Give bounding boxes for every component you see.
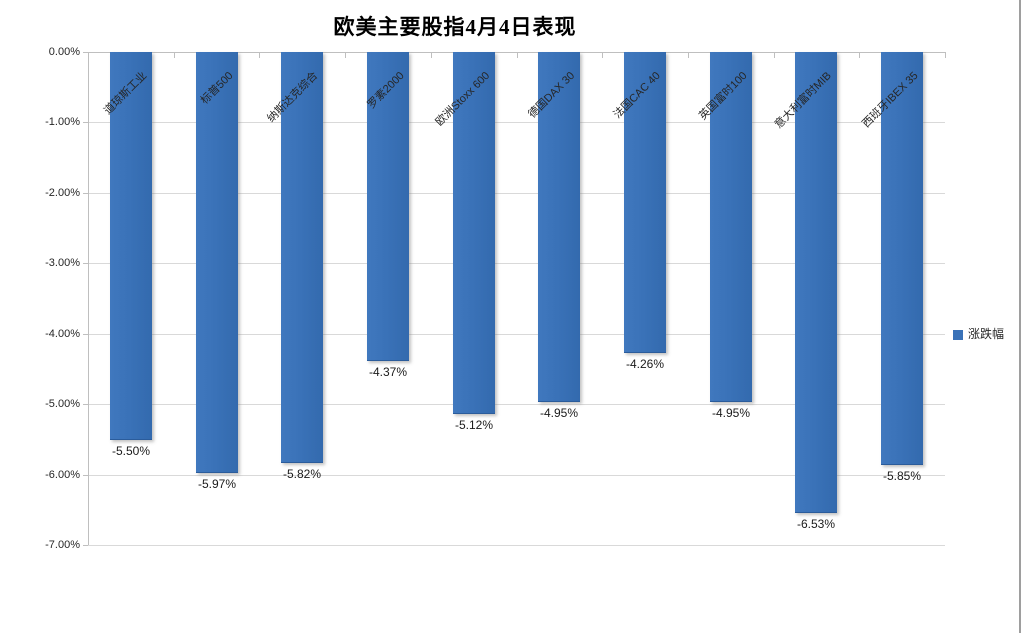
chart-border-right [1019, 0, 1021, 633]
category-axis-tick [602, 52, 603, 58]
bar[interactable] [281, 52, 323, 463]
y-axis-tick-label: -3.00% [45, 257, 80, 270]
bar[interactable] [367, 52, 409, 361]
category-axis-tick [174, 52, 175, 58]
category-axis-tick [431, 52, 432, 58]
gridline [88, 333, 945, 335]
y-axis-tick-label: 0.00% [48, 46, 80, 58]
chart-title[interactable]: 欧美主要股指4月4日表现 [333, 15, 577, 39]
bar[interactable] [453, 52, 495, 414]
bar-data-label: -5.50% [111, 444, 151, 458]
gridline [88, 545, 945, 546]
legend-marker-icon [953, 329, 963, 340]
category-axis-tick [688, 52, 689, 58]
bar-data-label: -6.53% [796, 517, 836, 531]
bar-data-label: -5.97% [197, 477, 237, 491]
bar-data-label: -4.26% [625, 357, 665, 371]
legend[interactable]: 涨跌幅 [953, 328, 1004, 341]
y-axis-tick-label: -4.00% [45, 327, 80, 340]
category-axis-tick [859, 52, 860, 58]
category-axis-tick [774, 52, 775, 58]
y-axis-tick [83, 192, 88, 194]
y-axis-tick-label: -1.00% [45, 116, 80, 129]
bar[interactable] [881, 52, 923, 465]
category-axis-tick [88, 52, 89, 58]
bar[interactable] [110, 52, 152, 440]
bar[interactable] [196, 52, 238, 473]
bar[interactable] [538, 52, 580, 402]
y-axis-tick [83, 122, 88, 124]
category-axis-tick [345, 52, 346, 58]
y-axis-tick-label: -6.00% [45, 468, 80, 481]
bar[interactable] [624, 52, 666, 353]
category-axis-tick [517, 52, 518, 58]
bar-data-label: -5.12% [454, 418, 494, 432]
y-axis-tick [83, 52, 88, 53]
y-axis-tick [83, 404, 88, 406]
y-axis-tick-label: -7.00% [45, 539, 80, 551]
legend-label: 涨跌幅 [968, 327, 1005, 341]
y-axis-tick-label: -2.00% [45, 186, 80, 199]
bar-data-label: -5.82% [282, 467, 322, 481]
gridline [88, 404, 945, 406]
bar-data-label: -4.95% [711, 406, 751, 420]
bar-data-label: -4.37% [368, 365, 408, 379]
category-axis-tick [945, 52, 946, 58]
y-axis-tick [83, 474, 88, 476]
y-axis-tick [83, 263, 88, 265]
x-axis-line [88, 52, 945, 53]
bar-data-label: -5.85% [882, 469, 922, 483]
bar[interactable] [795, 52, 837, 513]
bar-data-label: -4.95% [539, 406, 579, 420]
y-axis-tick [83, 333, 88, 335]
bar[interactable] [710, 52, 752, 402]
y-axis-tick-label: -5.00% [45, 398, 80, 411]
gridline [88, 192, 945, 194]
y-axis-tick [83, 545, 88, 546]
gridline [88, 474, 945, 476]
gridline [88, 122, 945, 124]
category-axis-tick [259, 52, 260, 58]
gridline [88, 263, 945, 265]
y-axis-line [88, 52, 89, 545]
